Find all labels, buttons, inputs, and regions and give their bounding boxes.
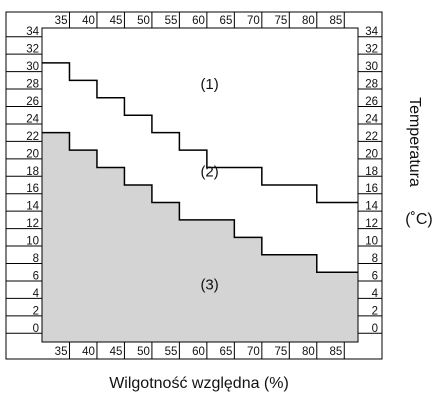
x-tick-label-bottom: 55 <box>165 346 178 358</box>
y-tick-label-right: 12 <box>365 218 378 230</box>
y-tick-label-right: 4 <box>372 288 379 300</box>
y-tick-label-right: 20 <box>365 148 378 160</box>
y-tick-label-left: 6 <box>33 270 39 282</box>
x-axis-title: Wilgotność względna (%) <box>109 375 289 392</box>
y-tick-label-left: 22 <box>26 131 39 143</box>
y-tick-label-right: 14 <box>365 201 378 213</box>
x-tick-label-bottom: 45 <box>110 346 123 358</box>
region-label: (2) <box>200 163 218 180</box>
y-tick-label-left: 26 <box>26 96 39 108</box>
y-tick-label-left: 24 <box>26 113 39 125</box>
plot-frame <box>41 27 359 343</box>
x-tick-label-bottom: 70 <box>247 346 260 358</box>
x-tick-label-bottom: 40 <box>82 346 95 358</box>
y-tick-label-left: 10 <box>26 236 39 248</box>
y-tick-label-left: 18 <box>26 166 39 178</box>
y-tick-label-left: 4 <box>33 288 40 300</box>
y-tick-label-left: 28 <box>26 79 39 91</box>
y-tick-label-left: 14 <box>26 201 39 213</box>
outer-frame <box>5 11 383 360</box>
x-tick-label-bottom: 65 <box>220 346 233 358</box>
x-tick-label-top: 55 <box>165 15 178 27</box>
y-axis-title: Temperatura <box>406 97 423 187</box>
y-tick-label-right: 0 <box>372 323 378 335</box>
x-tick-label-bottom: 75 <box>275 346 288 358</box>
y-tick-label-left: 2 <box>33 305 39 317</box>
y-tick-label-right: 22 <box>365 131 378 143</box>
boundary-lower-line <box>42 131 358 273</box>
y-tick-label-right: 28 <box>365 79 378 91</box>
y-axis-unit: (˚C) <box>405 211 433 228</box>
y-tick-label-right: 18 <box>365 166 378 178</box>
y-tick-label-right: 2 <box>372 305 378 317</box>
y-tick-label-right: 26 <box>365 96 378 108</box>
x-tick-label-bottom: 60 <box>192 346 205 358</box>
y-tick-label-left: 0 <box>33 323 39 335</box>
x-tick-label-bottom: 50 <box>137 346 150 358</box>
x-tick-label-top: 75 <box>275 15 288 27</box>
x-tick-label-bottom: 35 <box>55 346 68 358</box>
region-label: (1) <box>200 76 218 93</box>
x-tick-label-bottom: 80 <box>302 346 315 358</box>
region-label: (3) <box>200 277 218 294</box>
y-tick-label-left: 20 <box>26 148 39 160</box>
y-tick-label-left: 16 <box>26 183 39 195</box>
x-tick-label-top: 85 <box>329 15 342 27</box>
x-tick-label-top: 65 <box>220 15 233 27</box>
x-tick-label-top: 80 <box>302 15 315 27</box>
boundary-upper-line <box>42 62 358 204</box>
y-tick-label-left: 30 <box>26 61 39 73</box>
y-tick-label-right: 24 <box>365 113 378 125</box>
y-tick-label-right: 8 <box>372 253 378 265</box>
y-tick-label-right: 10 <box>365 236 378 248</box>
y-tick-label-right: 30 <box>365 61 378 73</box>
x-tick-label-top: 35 <box>55 15 68 27</box>
x-tick-label-top: 40 <box>82 15 95 27</box>
x-tick-label-top: 50 <box>137 15 150 27</box>
x-tick-label-top: 70 <box>247 15 260 27</box>
y-tick-label-left: 8 <box>33 253 39 265</box>
x-tick-label-top: 45 <box>110 15 123 27</box>
y-tick-label-left: 12 <box>26 218 39 230</box>
y-tick-label-right: 16 <box>365 183 378 195</box>
y-tick-label-right: 32 <box>365 44 378 56</box>
region-3-fill <box>42 132 358 342</box>
y-tick-label-left: 32 <box>26 44 39 56</box>
y-tick-label-right: 34 <box>365 26 378 38</box>
x-tick-label-bottom: 85 <box>329 346 342 358</box>
x-tick-label-top: 60 <box>192 15 205 27</box>
y-tick-label-right: 6 <box>372 270 378 282</box>
y-tick-label-left: 34 <box>26 26 39 38</box>
